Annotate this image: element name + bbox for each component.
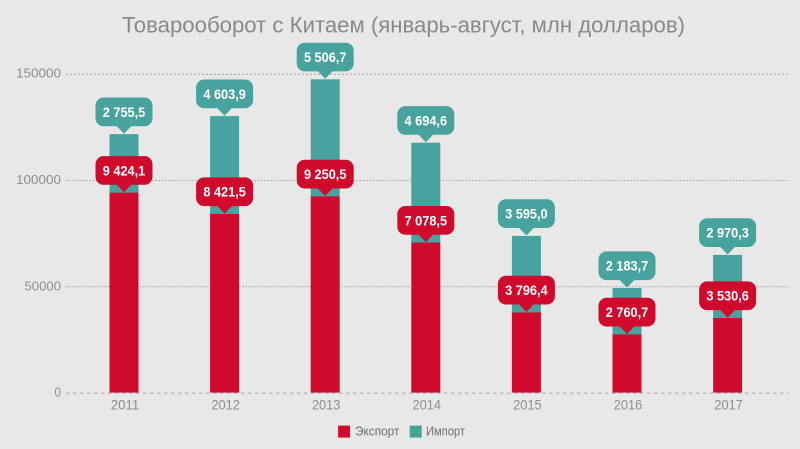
svg-text:2 755,5: 2 755,5 (103, 104, 146, 120)
svg-text:2 970,3: 2 970,3 (706, 225, 749, 241)
svg-text:2013: 2013 (312, 397, 341, 412)
svg-text:Экспорт: Экспорт (355, 423, 399, 438)
svg-text:2017: 2017 (714, 397, 743, 412)
svg-text:2014: 2014 (413, 397, 442, 412)
svg-text:5 506,7: 5 506,7 (304, 49, 347, 65)
svg-text:0: 0 (55, 385, 62, 400)
svg-text:9 424,1: 9 424,1 (103, 162, 146, 178)
svg-text:2 760,7: 2 760,7 (606, 304, 649, 320)
svg-text:2 183,7: 2 183,7 (606, 258, 649, 274)
svg-text:7 078,5: 7 078,5 (405, 212, 448, 228)
svg-text:3 595,0: 3 595,0 (505, 206, 548, 222)
svg-text:9 250,5: 9 250,5 (304, 166, 347, 182)
svg-text:2011: 2011 (111, 397, 140, 412)
svg-text:Импорт: Импорт (426, 423, 465, 438)
svg-text:50000: 50000 (25, 278, 62, 293)
svg-text:3 530,6: 3 530,6 (706, 288, 749, 304)
svg-text:100000: 100000 (16, 172, 61, 187)
svg-text:2016: 2016 (614, 397, 643, 412)
svg-text:Товарооборот с Китаем (январь-: Товарооборот с Китаем (январь-август, мл… (122, 13, 685, 38)
svg-text:4 694,6: 4 694,6 (405, 112, 448, 128)
svg-text:4 603,9: 4 603,9 (203, 86, 246, 102)
svg-text:2015: 2015 (513, 397, 542, 412)
svg-text:2012: 2012 (211, 397, 240, 412)
svg-text:8 421,5: 8 421,5 (203, 184, 246, 200)
svg-text:150000: 150000 (16, 66, 61, 81)
svg-text:3 796,4: 3 796,4 (505, 282, 548, 298)
